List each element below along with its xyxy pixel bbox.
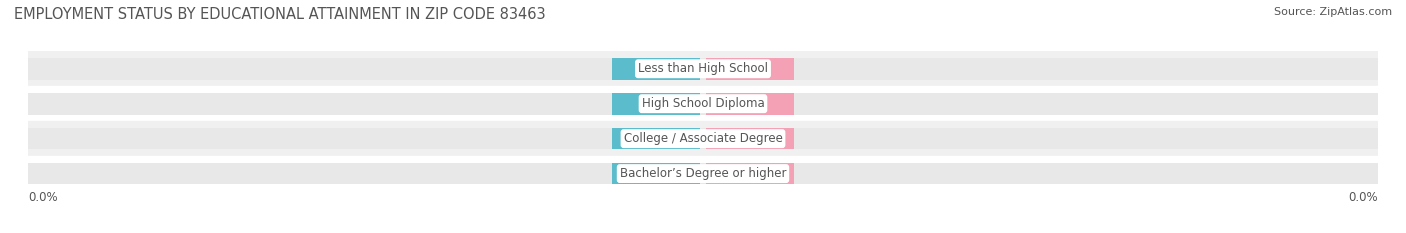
Bar xyxy=(28,86,1378,121)
Text: Less than High School: Less than High School xyxy=(638,62,768,75)
Text: 0.0%: 0.0% xyxy=(735,64,765,74)
Text: 0.0%: 0.0% xyxy=(641,169,671,178)
Bar xyxy=(28,93,1378,115)
Text: High School Diploma: High School Diploma xyxy=(641,97,765,110)
Text: EMPLOYMENT STATUS BY EDUCATIONAL ATTAINMENT IN ZIP CODE 83463: EMPLOYMENT STATUS BY EDUCATIONAL ATTAINM… xyxy=(14,7,546,22)
Text: 0.0%: 0.0% xyxy=(641,99,671,109)
Text: 0.0%: 0.0% xyxy=(735,169,765,178)
Text: Bachelor’s Degree or higher: Bachelor’s Degree or higher xyxy=(620,167,786,180)
Text: College / Associate Degree: College / Associate Degree xyxy=(624,132,782,145)
Bar xyxy=(28,156,1378,191)
Bar xyxy=(28,128,1378,150)
Text: 0.0%: 0.0% xyxy=(641,64,671,74)
Bar xyxy=(612,163,700,185)
Bar xyxy=(28,163,1378,185)
Bar xyxy=(612,93,700,115)
Bar xyxy=(28,121,1378,156)
Bar xyxy=(706,58,794,80)
Bar xyxy=(706,163,794,185)
Text: 0.0%: 0.0% xyxy=(1348,191,1378,204)
Bar xyxy=(28,51,1378,86)
Text: Source: ZipAtlas.com: Source: ZipAtlas.com xyxy=(1274,7,1392,17)
Text: 0.0%: 0.0% xyxy=(735,99,765,109)
Bar xyxy=(612,128,700,150)
Bar xyxy=(706,93,794,115)
Text: 0.0%: 0.0% xyxy=(735,134,765,144)
Bar xyxy=(28,58,1378,80)
Text: 0.0%: 0.0% xyxy=(28,191,58,204)
Bar xyxy=(612,58,700,80)
Bar xyxy=(706,128,794,150)
Text: 0.0%: 0.0% xyxy=(641,134,671,144)
